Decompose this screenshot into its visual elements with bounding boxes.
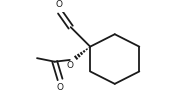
Text: O: O (56, 0, 63, 9)
Text: O: O (66, 61, 73, 70)
Text: O: O (57, 83, 64, 92)
